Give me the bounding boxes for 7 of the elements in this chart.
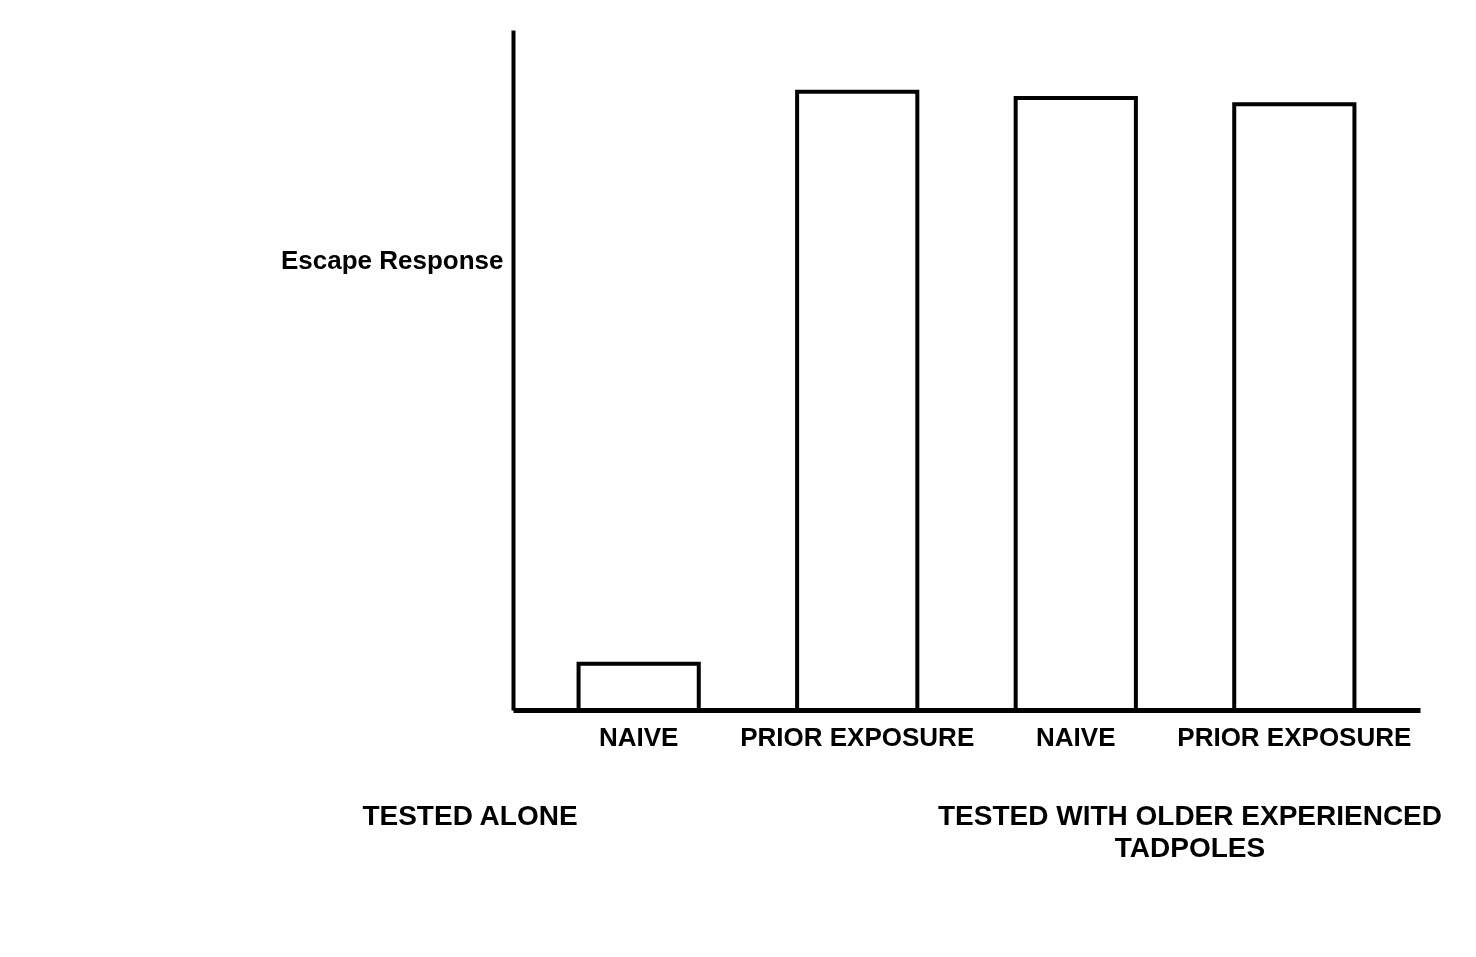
x-tick-label: PRIOR EXPOSURE [1177, 721, 1412, 752]
y-axis-title: Escape Response [280, 244, 504, 275]
text: TESTED ALONE [361, 800, 579, 832]
x-tick-label: NAIVE [598, 721, 679, 752]
x-tick-label: NAIVE [1036, 721, 1116, 752]
text: TESTED WITH OLDER EXPERIENCED TADPOLES [936, 800, 1443, 864]
x-tick-label: PRIOR EXPOSURE [740, 721, 975, 752]
